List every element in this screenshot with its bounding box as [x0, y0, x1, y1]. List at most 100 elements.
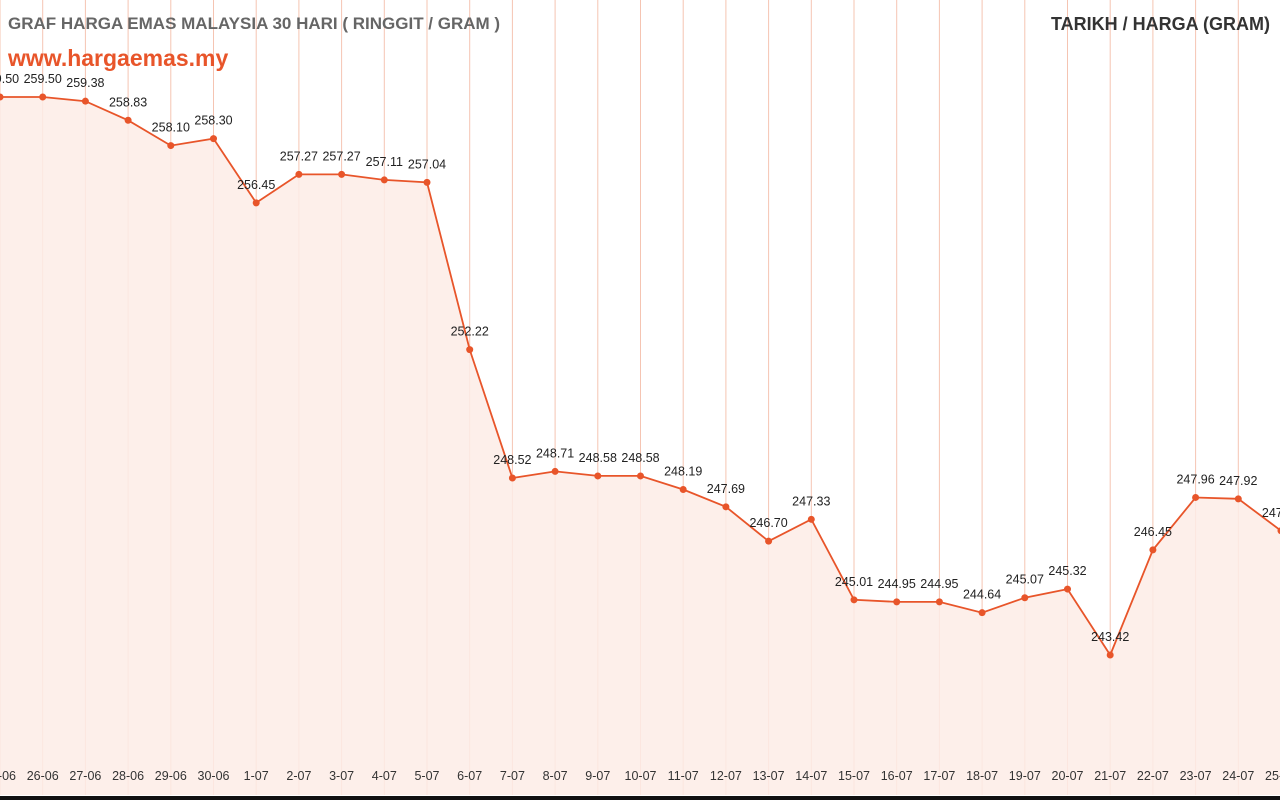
x-tick-label: 1-07 — [244, 769, 269, 783]
value-label: 258.30 — [194, 114, 232, 128]
value-label: 259.38 — [66, 76, 104, 90]
x-tick-label: 8-07 — [543, 769, 568, 783]
x-tick-label: 24-07 — [1222, 769, 1254, 783]
value-label: 246.70 — [749, 516, 787, 530]
x-tick-label: 18-07 — [966, 769, 998, 783]
value-label: 247.33 — [792, 494, 830, 508]
data-point — [508, 474, 516, 482]
value-label: 247.69 — [707, 482, 745, 496]
x-tick-label: 9-07 — [585, 769, 610, 783]
price-area-fill — [0, 97, 1280, 795]
x-tick-label: 26-06 — [27, 769, 59, 783]
value-label: 247.00 — [1262, 506, 1280, 520]
x-tick-label: 10-07 — [625, 769, 657, 783]
value-label: 244.95 — [878, 577, 916, 591]
data-point — [1277, 527, 1280, 535]
data-point — [594, 472, 602, 480]
value-label: 248.52 — [493, 453, 531, 467]
x-tick-label: 19-07 — [1009, 769, 1041, 783]
x-tick-label: 11-07 — [668, 769, 699, 783]
value-label: 258.83 — [109, 95, 147, 109]
data-point — [1234, 495, 1242, 503]
value-label: 258.10 — [152, 121, 190, 135]
value-label: 244.64 — [963, 588, 1001, 602]
data-point — [295, 170, 303, 178]
x-tick-label: 16-07 — [881, 769, 913, 783]
data-point — [466, 346, 474, 354]
value-label: 245.07 — [1006, 573, 1044, 587]
value-label: 247.96 — [1176, 472, 1214, 486]
value-label: 257.11 — [366, 155, 403, 169]
value-labels: 259.50 259.50 259.38 258.83 258.10 258.30 256.… — [0, 72, 1280, 644]
value-label: 259.50 — [0, 72, 19, 86]
x-tick-label: 20-07 — [1052, 769, 1084, 783]
data-point — [551, 467, 559, 475]
x-tick-label: 13-07 — [753, 769, 785, 783]
x-tick-label: 27-06 — [69, 769, 101, 783]
data-point — [850, 596, 858, 604]
data-point — [1149, 546, 1157, 554]
data-point — [81, 97, 89, 105]
value-label: 245.32 — [1048, 564, 1086, 578]
x-tick-label: 4-07 — [372, 769, 397, 783]
x-tick-label: 15-07 — [838, 769, 870, 783]
x-tick-label: 14-07 — [795, 769, 827, 783]
value-label: 244.95 — [920, 577, 958, 591]
value-label: 256.45 — [237, 178, 275, 192]
data-point — [722, 503, 730, 511]
data-point — [637, 472, 644, 480]
data-point — [252, 199, 260, 207]
x-tick-label: 21-07 — [1094, 769, 1126, 783]
x-tick-label: 23-07 — [1180, 769, 1212, 783]
value-label: 248.71 — [536, 446, 574, 460]
value-label: 243.42 — [1091, 630, 1129, 644]
value-label: 259.50 — [24, 72, 62, 86]
data-point — [39, 93, 47, 101]
x-tick-label: 22-07 — [1137, 769, 1169, 783]
data-point — [978, 609, 986, 617]
chart-legend: TARIKH / HARGA (GRAM) — [1051, 14, 1270, 34]
value-label: 257.27 — [322, 149, 360, 163]
data-point — [935, 598, 943, 606]
x-tick-label: 17-07 — [923, 769, 955, 783]
x-axis-ticks: 25-06 26-06 27-06 28-06 29-06 30-06 1-07 2-07 3-… — [0, 769, 1280, 783]
data-point — [893, 598, 901, 606]
value-label: 248.58 — [579, 451, 617, 465]
x-tick-label: 12-07 — [710, 769, 742, 783]
data-point — [1192, 493, 1200, 501]
value-label: 248.58 — [621, 451, 659, 465]
data-point — [210, 135, 217, 143]
bottom-bar — [0, 796, 1280, 800]
x-tick-label: 29-06 — [155, 769, 187, 783]
value-label: 257.04 — [408, 157, 446, 171]
value-label: 257.27 — [280, 149, 318, 163]
value-label: 247.92 — [1219, 474, 1257, 488]
x-tick-label: 30-06 — [198, 769, 230, 783]
data-point — [1021, 594, 1029, 602]
data-points — [0, 93, 1280, 659]
data-point — [167, 142, 175, 150]
data-point — [380, 176, 388, 184]
data-point — [679, 485, 687, 493]
x-tick-label: 7-07 — [500, 769, 525, 783]
data-point — [423, 178, 431, 186]
x-tick-label: 6-07 — [457, 769, 482, 783]
data-point — [807, 515, 815, 523]
x-tick-label: 25-07 — [1265, 769, 1280, 783]
value-label: 245.01 — [835, 575, 873, 589]
data-point — [1064, 585, 1071, 593]
x-tick-label: 25-06 — [0, 769, 16, 783]
data-point — [0, 93, 4, 101]
chart-title: GRAF HARGA EMAS MALAYSIA 30 HARI ( RINGG… — [8, 14, 501, 33]
value-label: 252.22 — [451, 325, 489, 339]
x-tick-label: 2-07 — [286, 769, 311, 783]
data-point — [338, 170, 346, 178]
value-label: 246.45 — [1134, 525, 1172, 539]
x-tick-label: 28-06 — [112, 769, 144, 783]
website-link[interactable]: www.hargaemas.my — [8, 45, 229, 71]
x-tick-label: 5-07 — [414, 769, 439, 783]
data-point — [1106, 651, 1114, 659]
x-tick-label: 3-07 — [329, 769, 354, 783]
value-label: 248.19 — [664, 464, 702, 478]
